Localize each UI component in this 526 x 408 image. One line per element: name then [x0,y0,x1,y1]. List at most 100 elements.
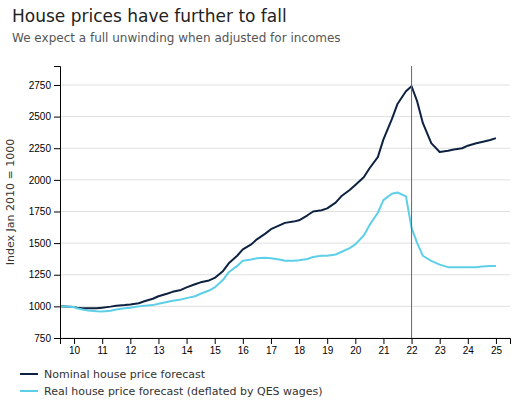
legend-swatch [20,390,38,392]
grid-line [60,116,510,117]
x-tick: 21 [378,338,390,356]
y-tick-label: 2500 [29,111,52,122]
x-tick-label: 11 [97,345,108,356]
y-tick: 1500 [29,238,60,249]
x-tick-mark [468,338,469,344]
grid-line [60,211,510,212]
y-tick-label: 2250 [29,143,52,154]
x-tick-mark [412,338,413,344]
x-tick-mark [243,338,244,344]
y-tick: 1750 [29,206,60,217]
x-tick: 11 [97,338,108,356]
legend-item: Nominal house price forecast [20,368,206,381]
y-tick: 2000 [29,175,60,186]
y-tick-mark [54,117,60,118]
x-tick-label: 15 [210,345,222,356]
x-tick: 24 [463,338,475,356]
x-tick: 14 [182,338,194,356]
y-axis: 750 1000 1250 1500 1750 2000 2250 2500 2750 [29,67,61,344]
y-tick: 2500 [29,111,60,122]
y-tick: 2750 [29,80,60,91]
x-tick-label: 14 [182,345,194,356]
x-tick-mark [383,338,384,344]
x-tick-mark [271,338,272,344]
x-tick: 15 [210,338,222,356]
y-tick-mark [54,243,60,244]
x-tick-label: 24 [463,345,475,356]
x-axis: 10 11 12 13 14 15 16 17 18 19 20 21 22 23 24 25 [61,338,511,356]
plot-area [60,66,496,338]
axis-line [61,339,511,345]
title: House prices have further to fall [12,6,287,26]
x-tick: 25 [491,338,503,356]
x-tick-label: 12 [125,345,137,356]
grid-line [60,179,510,180]
legend: Nominal house price forecast Real house p… [20,368,323,398]
axis-line [54,67,61,339]
x-tick: 10 [69,338,81,356]
x-tick-label: 10 [69,345,81,356]
y-tick-label: 1750 [29,206,52,217]
x-tick-mark [496,338,497,344]
x-tick: 20 [350,338,362,356]
x-tick: 22 [407,338,419,356]
y-tick-mark [54,85,60,86]
y-axis-label: Index Jan 2010 = 1000 [4,139,17,265]
y-tick-label: 2750 [29,80,52,91]
x-tick-mark [327,338,328,344]
x-tick-mark [102,338,103,344]
grid-line [60,148,510,149]
y-tick-mark [54,211,60,212]
x-tick: 16 [238,338,250,356]
x-tick: 12 [125,338,137,356]
x-tick-label: 21 [378,345,390,356]
chart: House prices have further to fallWe expe… [0,0,526,408]
legend-label: Nominal house price forecast [44,368,206,381]
x-tick-mark [355,338,356,344]
grid-line [60,306,510,307]
x-tick: 17 [266,338,278,356]
y-tick-label: 1000 [29,301,52,312]
y-tick-mark [54,338,60,339]
grid-line [60,84,510,85]
x-tick-label: 20 [350,345,362,356]
x-tick: 13 [153,338,165,356]
series-line [60,86,496,308]
y-tick-label: 2000 [29,175,52,186]
grid [60,85,510,338]
legend-item: Real house price forecast (deflated by Q… [20,385,323,398]
legend-swatch [20,373,38,375]
series-line [60,193,496,312]
y-tick: 1250 [29,269,60,280]
x-tick-label: 18 [294,345,306,356]
x-tick-mark [74,338,75,344]
y-tick-mark [54,180,60,181]
y-tick-mark [54,306,60,307]
x-tick-mark [215,338,216,344]
y-tick: 750 [34,333,60,344]
x-tick: 23 [435,338,447,356]
x-tick-mark [299,338,300,344]
x-tick-label: 22 [407,345,419,356]
grid-line [60,243,510,244]
y-tick: 2250 [29,143,60,154]
y-tick: 1000 [29,301,60,312]
x-tick: 19 [322,338,334,356]
reference-line [411,66,412,338]
x-tick-label: 25 [491,345,503,356]
x-tick-label: 17 [266,345,278,356]
x-tick-mark [187,338,188,344]
x-tick-label: 19 [322,345,334,356]
y-tick-mark [54,148,60,149]
x-tick-label: 13 [153,345,165,356]
legend-label: Real house price forecast (deflated by Q… [44,385,323,398]
y-tick-label: 1500 [29,238,52,249]
x-tick-label: 16 [238,345,250,356]
grid-line [60,274,510,275]
y-tick-label: 1250 [29,269,52,280]
x-tick: 18 [294,338,306,356]
x-tick-mark [158,338,159,344]
x-tick-mark [130,338,131,344]
y-tick-label: 750 [34,333,51,344]
x-tick-label: 23 [435,345,447,356]
